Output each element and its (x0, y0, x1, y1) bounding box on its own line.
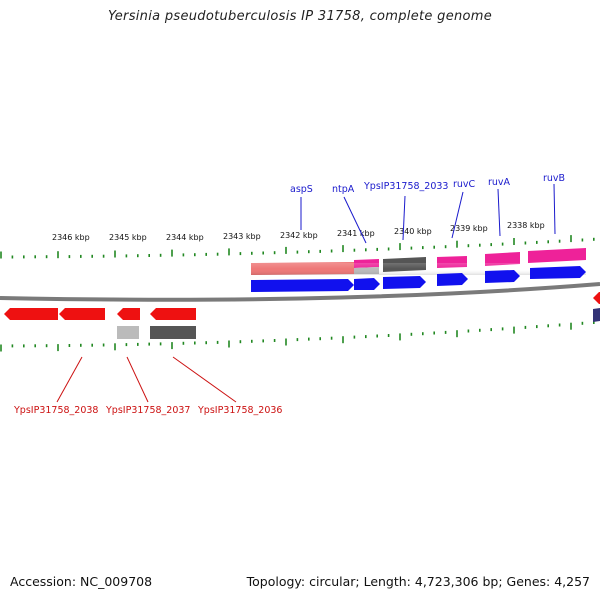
cds-ruvC[interactable] (437, 273, 468, 286)
lower-tick-track (0, 321, 595, 352)
bottom-gene-labels: YpsIP31758_2038 YpsIP31758_2037 YpsIP317… (13, 405, 282, 416)
feature-2033[interactable] (383, 257, 426, 272)
map-title: Yersinia pseudotuberculosis IP 31758, co… (107, 9, 493, 24)
reverse-cds-track (4, 292, 600, 320)
cds-ruvB[interactable] (530, 266, 586, 279)
kbp-label: 2345 kbp (109, 233, 147, 242)
kbp-label: 2343 kbp (223, 232, 261, 241)
gene-label-ruvB: ruvB (543, 173, 565, 184)
genome-backbone (0, 282, 600, 302)
cds-2033[interactable] (383, 276, 426, 289)
bottom-leader-lines (56, 356, 237, 403)
feature-ruvA[interactable] (485, 252, 520, 266)
feature-2037-light[interactable] (117, 326, 139, 339)
cds-ntpA[interactable] (354, 278, 380, 290)
feature-2036-dark[interactable] (150, 326, 196, 339)
upper-tick-track (0, 235, 595, 259)
gene-label-ruvC: ruvC (453, 179, 476, 190)
gene-label-ntpA: ntpA (332, 184, 355, 195)
cds-2036[interactable] (150, 308, 196, 320)
kbp-label: 2339 kbp (450, 224, 488, 233)
kbp-scale: 2346 kbp 2345 kbp 2344 kbp 2343 kbp 2342… (52, 221, 545, 242)
gene-label-aspS: aspS (290, 184, 313, 195)
top-leader-lines (300, 183, 556, 244)
kbp-label: 2346 kbp (52, 233, 90, 242)
topology-text: Topology: circular; Length: 4,723,306 bp… (246, 574, 590, 589)
lower-feature-track (117, 326, 196, 339)
feature-ntpA-light[interactable] (354, 267, 379, 274)
gene-label-ruvA: ruvA (488, 177, 511, 188)
gene-label-2036: YpsIP31758_2036 (197, 405, 282, 416)
cds-aspS[interactable] (251, 279, 354, 292)
gene-label-2037: YpsIP31758_2037 (105, 405, 190, 416)
cds-ruvA[interactable] (485, 270, 520, 283)
cds-2038a[interactable] (4, 308, 58, 320)
feature-aspS-rna[interactable] (251, 262, 354, 275)
kbp-label: 2340 kbp (394, 227, 432, 236)
kbp-label: 2342 kbp (280, 231, 318, 240)
forward-cds-track (251, 266, 600, 322)
cds-2038b[interactable] (59, 308, 105, 320)
kbp-label: 2338 kbp (507, 221, 545, 230)
gene-label-2038: YpsIP31758_2038 (13, 405, 98, 416)
gene-label-2033: YpsIP31758_2033 (363, 181, 448, 192)
cds-2037[interactable] (117, 308, 140, 320)
cds-edge-reverse[interactable] (593, 292, 600, 304)
top-gene-labels: aspS ntpA YpsIP31758_2033 ruvC ruvA ruvB (290, 173, 565, 195)
cds-edge-forward[interactable] (593, 308, 600, 322)
feature-ruvB[interactable] (528, 248, 586, 263)
accession-text: Accession: NC_009708 (10, 574, 153, 589)
kbp-label: 2341 kbp (337, 229, 375, 238)
feature-ntpA[interactable] (354, 259, 379, 268)
feature-ruvC[interactable] (437, 256, 467, 268)
kbp-label: 2344 kbp (166, 233, 204, 242)
